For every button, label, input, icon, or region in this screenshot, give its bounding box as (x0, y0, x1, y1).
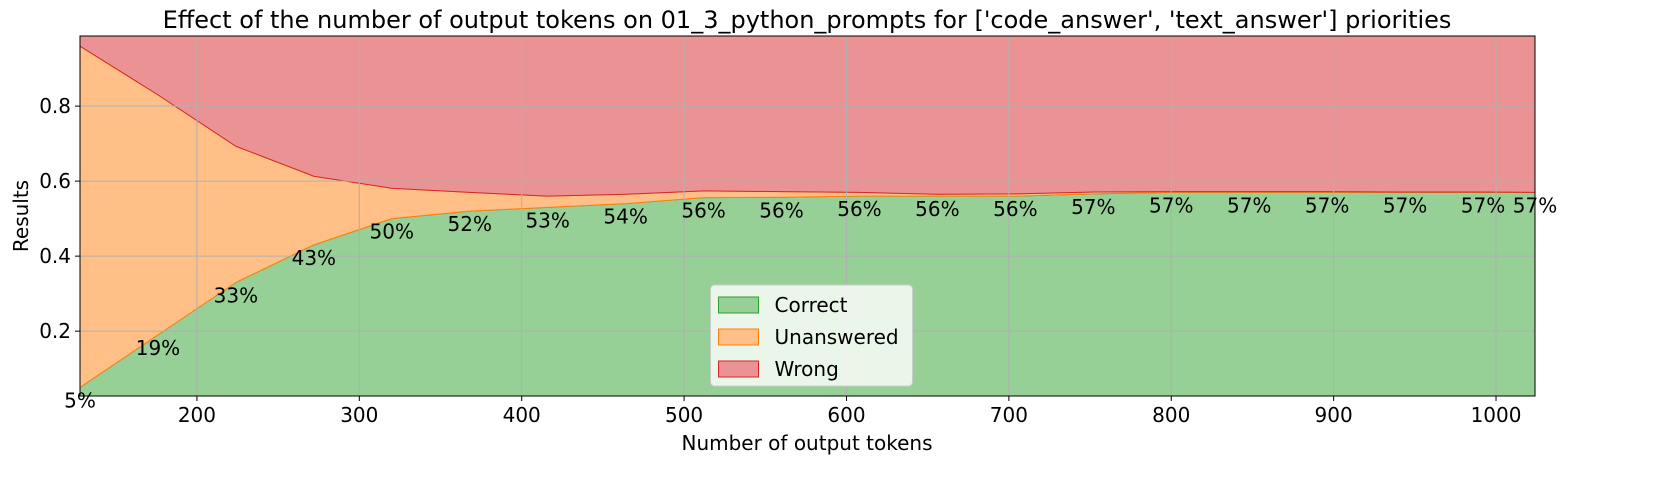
x-tick-label: 300 (340, 403, 378, 427)
value-label: 57% (1305, 193, 1349, 217)
value-label: 56% (759, 198, 803, 222)
value-label: 50% (370, 220, 414, 244)
x-tick-label: 400 (503, 403, 541, 427)
value-label: 43% (292, 246, 336, 270)
x-tick-label: 700 (990, 403, 1028, 427)
value-label: 57% (1383, 193, 1427, 217)
chart-title: Effect of the number of output tokens on… (163, 6, 1452, 34)
x-tick-label: 600 (827, 403, 865, 427)
value-label: 57% (1461, 193, 1505, 217)
value-label: 54% (603, 205, 647, 229)
value-label: 52% (448, 212, 492, 236)
value-label: 57% (1071, 195, 1115, 219)
x-tick-label: 800 (1152, 403, 1190, 427)
y-tick-label: 0.6 (39, 169, 71, 193)
value-label: 19% (136, 336, 180, 360)
x-tick-label: 200 (178, 403, 216, 427)
y-tick-label: 0.4 (39, 244, 71, 268)
value-label: 57% (1227, 193, 1271, 217)
value-label: 56% (993, 197, 1037, 221)
value-label: 33% (214, 283, 258, 307)
y-tick-label: 0.8 (39, 94, 71, 118)
legend-label: Correct (775, 293, 848, 317)
value-label: 53% (525, 208, 569, 232)
x-tick-label: 500 (665, 403, 703, 427)
x-axis-label: Number of output tokens (681, 431, 932, 455)
y-axis-label: Results (9, 180, 33, 252)
value-label: 56% (915, 197, 959, 221)
plot-frame (79, 35, 1536, 397)
legend-box (710, 284, 913, 387)
value-label: 57% (1149, 193, 1193, 217)
legend-label: Unanswered (775, 325, 899, 349)
value-label: 56% (837, 197, 881, 221)
x-tick-label: 1000 (1471, 403, 1522, 427)
legend-label: Wrong (775, 357, 839, 381)
x-tick-label: 900 (1315, 403, 1353, 427)
legend-swatch (718, 328, 759, 346)
legend-swatch (718, 296, 759, 314)
value-label: 56% (681, 199, 725, 223)
y-tick-label: 0.2 (39, 319, 71, 343)
legend-swatch (718, 360, 759, 378)
